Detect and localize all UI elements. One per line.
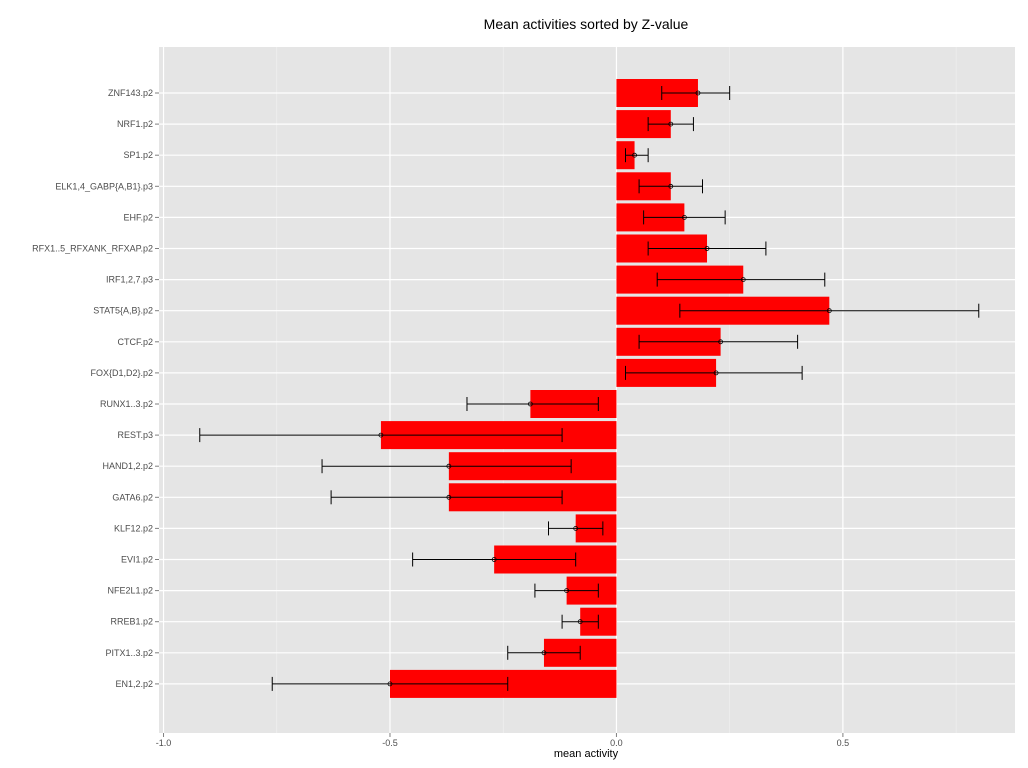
mean-point [826,308,832,314]
error-bar-19 [271,676,509,691]
mean-point [632,152,637,158]
y-tick-label-14: KLF12.p2 [114,523,153,533]
error-bar-18 [507,645,581,660]
x-axis-label: mean activity [554,748,619,760]
mean-point [713,370,719,376]
error-bar-5 [647,241,767,256]
mean-point [446,463,452,469]
y-tick-label-8: CTCF.p2 [117,337,153,347]
mean-point [564,588,570,593]
y-tick-label-1: NRF1.p2 [117,119,153,129]
x-tick-label-0: -1.0 [156,738,172,748]
y-tick-label-4: EHF.p2 [123,212,153,222]
mean-point [681,214,687,220]
chart-title: Mean activities sorted by Z-value [484,16,689,32]
error-bar-6 [656,272,826,287]
y-tick-label-7: STAT5{A,B}.p2 [93,306,153,316]
error-bar-8 [638,334,799,349]
error-bars [199,86,980,691]
mean-point [491,557,497,562]
error-bar-7 [679,303,980,318]
error-bar-4 [643,210,726,225]
mean-point [577,619,583,625]
mean-point [387,681,393,687]
x-tick-label-2: 0.0 [610,738,623,748]
mean-point [718,339,724,345]
error-bar-15 [412,552,577,567]
y-tick-label-16: NFE2L1.p2 [107,586,153,596]
x-tick-label-1: -0.5 [382,738,398,748]
mean-point [378,432,384,438]
error-bar-3 [638,179,703,194]
error-bar-1 [647,117,694,132]
error-bar-12 [321,459,572,474]
mean-point [541,650,547,656]
y-tick-label-19: EN1,2.p2 [115,679,153,689]
y-tick-label-0: ZNF143.p2 [108,88,153,98]
mean-point [573,526,579,531]
error-bar-17 [561,614,599,629]
y-tick-label-2: SP1.p2 [123,150,153,160]
y-tick-label-9: FOX{D1,D2}.p2 [90,368,153,378]
error-bar-2 [624,148,649,163]
error-bar-11 [199,428,563,443]
y-tick-label-12: HAND1,2.p2 [102,461,153,471]
x-tick-labels: -1.0 -0.5 0.0 0.5 [156,733,849,748]
mean-point [668,183,674,189]
error-bar-0 [661,86,731,100]
mean-point [446,494,452,500]
error-bar-9 [624,365,803,380]
y-tick-label-6: IRF1,2,7.p3 [106,275,153,285]
y-tick-label-10: RUNX1..3.p2 [100,399,153,409]
mean-point [695,90,701,96]
y-tick-label-17: RREB1.p2 [110,617,153,627]
error-bar-10 [466,397,599,411]
mean-point [740,277,746,283]
y-tick-label-3: ELK1,4_GABP{A,B1}.p3 [55,181,153,191]
mean-point [704,246,710,251]
x-tick-label-3: 0.5 [837,738,850,748]
mean-point [527,401,533,407]
y-tick-labels: ZNF143.p2 NRF1.p2 SP1.p2 ELK1,4_GABP{A,B1}.… [32,88,159,689]
error-bar-14 [548,521,604,536]
error-bar-16 [534,583,599,598]
y-tick-label-13: GATA6.p2 [112,492,153,502]
y-tick-label-15: EVI1.p2 [121,555,153,565]
y-tick-label-11: REST.p3 [117,430,153,440]
error-bar-13 [330,490,563,505]
y-tick-label-18: PITX1..3.p2 [105,648,153,658]
y-tick-label-5: RFX1..5_RFXANK_RFXAP.p2 [32,244,153,254]
mean-point [668,121,674,127]
